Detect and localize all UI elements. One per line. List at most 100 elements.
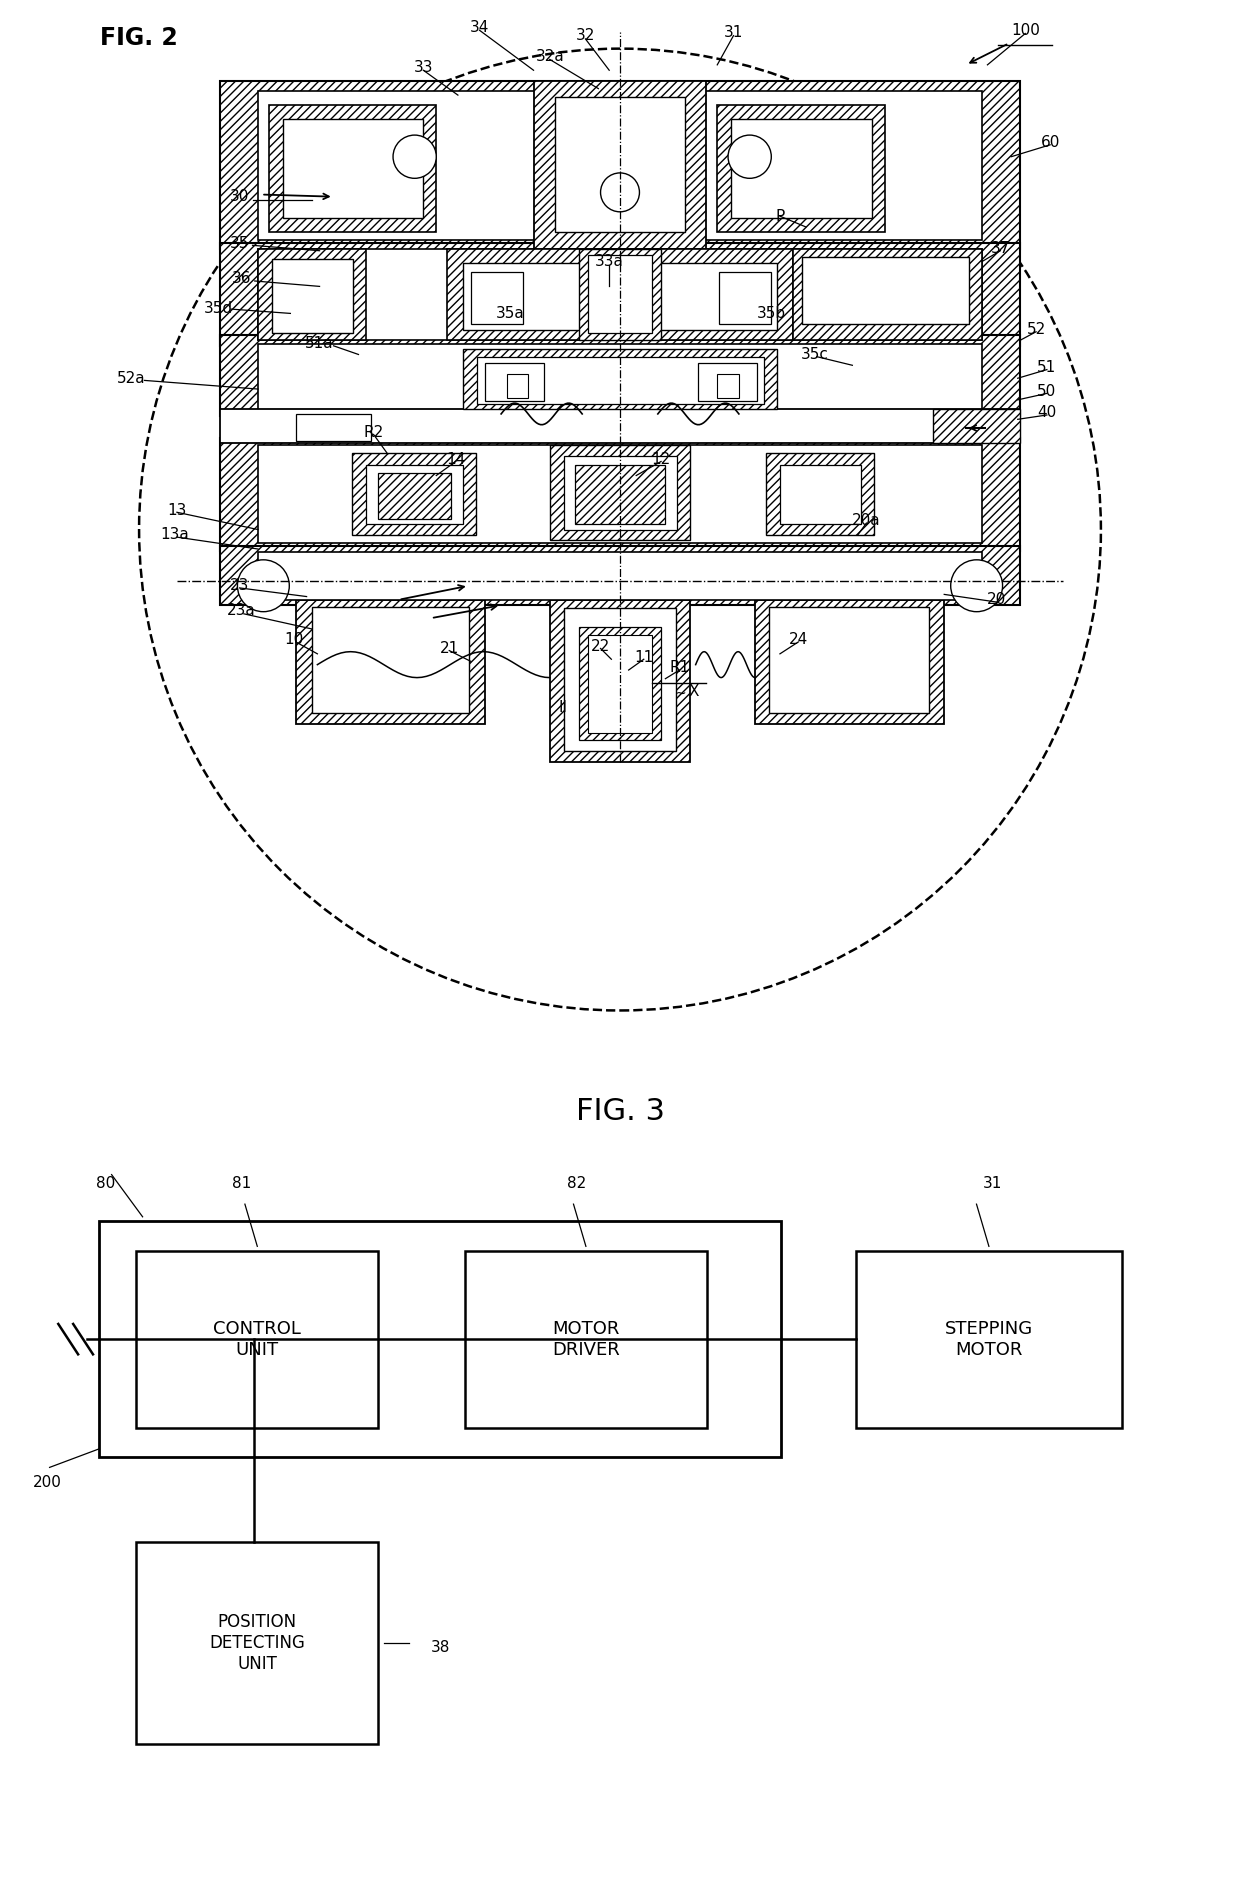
Bar (717, 104, 885, 233)
Text: 40: 40 (1037, 406, 1056, 421)
Bar (471, 273, 523, 324)
Text: FIG. 2: FIG. 2 (100, 27, 179, 49)
Bar (549, 599, 691, 762)
Text: 52a: 52a (118, 372, 146, 385)
Text: 35d: 35d (203, 300, 233, 315)
Bar (801, 258, 970, 324)
Bar (792, 248, 982, 341)
Bar (698, 364, 758, 400)
Bar (378, 474, 451, 520)
Text: 35: 35 (229, 235, 249, 250)
Bar (221, 438, 1019, 552)
Text: 32a: 32a (536, 49, 564, 64)
Text: 13: 13 (167, 502, 186, 518)
Bar (485, 364, 544, 400)
Bar (258, 343, 982, 411)
Bar (221, 408, 1019, 444)
Text: 13a: 13a (160, 527, 190, 542)
Bar (766, 453, 874, 535)
Text: 30: 30 (229, 190, 249, 205)
Text: 32: 32 (575, 28, 595, 44)
Bar (856, 1251, 1122, 1428)
Bar (755, 599, 944, 724)
Text: R2: R2 (363, 425, 383, 440)
Bar (506, 374, 528, 398)
Text: 23: 23 (229, 578, 249, 593)
Text: 52: 52 (1027, 322, 1045, 337)
Bar (934, 408, 1019, 444)
Text: 20a: 20a (852, 514, 880, 529)
Circle shape (951, 559, 1003, 612)
Bar (574, 465, 666, 523)
Text: 51: 51 (1037, 360, 1056, 375)
Bar (448, 248, 792, 341)
Bar (366, 465, 464, 523)
Bar (258, 552, 982, 599)
Text: ~: ~ (675, 686, 686, 702)
Text: 100: 100 (1011, 23, 1039, 38)
Text: POSITION
DETECTING
UNIT: POSITION DETECTING UNIT (210, 1613, 305, 1672)
Text: 23a: 23a (227, 603, 257, 618)
Bar (732, 119, 872, 218)
Bar (99, 1221, 781, 1458)
Text: 38: 38 (430, 1640, 450, 1655)
Text: CONTROL
UNIT: CONTROL UNIT (213, 1320, 301, 1359)
Text: 22: 22 (591, 639, 610, 654)
Text: 60: 60 (1040, 135, 1060, 150)
Bar (556, 97, 684, 233)
Text: 20: 20 (987, 592, 1006, 607)
Circle shape (600, 173, 640, 212)
Text: 50: 50 (1037, 383, 1056, 398)
Bar (296, 599, 485, 724)
Bar (221, 82, 1019, 248)
Bar (579, 628, 661, 739)
Text: 24: 24 (789, 631, 808, 647)
Bar (717, 374, 739, 398)
Text: P: P (775, 209, 785, 224)
Text: 10: 10 (284, 631, 304, 647)
Text: 34: 34 (470, 19, 490, 34)
Text: II: II (558, 700, 567, 715)
Bar (564, 609, 676, 751)
Text: 200: 200 (32, 1475, 62, 1490)
Bar (477, 356, 764, 404)
Bar (221, 336, 1019, 415)
Bar (780, 465, 861, 523)
Text: 33: 33 (414, 59, 433, 74)
Bar (258, 248, 982, 341)
Bar (464, 264, 776, 330)
Circle shape (728, 135, 771, 178)
Bar (588, 635, 652, 732)
Text: 51a: 51a (305, 336, 334, 351)
Bar (296, 413, 372, 442)
Text: 31: 31 (982, 1176, 1002, 1191)
Bar (283, 119, 423, 218)
Text: 35a: 35a (496, 305, 525, 320)
Bar (136, 1541, 378, 1744)
Bar (719, 273, 771, 324)
Text: 35c: 35c (801, 347, 828, 362)
Bar (258, 248, 366, 341)
Bar (464, 349, 776, 408)
Text: 21: 21 (440, 641, 459, 656)
Text: 37: 37 (991, 241, 1011, 256)
Bar (221, 243, 1019, 345)
Bar (258, 91, 982, 241)
Text: 31: 31 (724, 25, 743, 40)
Bar (564, 457, 677, 529)
Bar (136, 1251, 378, 1428)
Text: MOTOR
DRIVER: MOTOR DRIVER (552, 1320, 620, 1359)
Bar (549, 446, 691, 540)
Text: X: X (688, 684, 698, 700)
Circle shape (393, 135, 436, 178)
Text: 80: 80 (95, 1176, 115, 1191)
Bar (769, 607, 929, 713)
Text: 82: 82 (567, 1176, 587, 1191)
Text: 35b: 35b (756, 305, 786, 320)
Text: 12: 12 (651, 451, 671, 466)
Text: 14: 14 (446, 451, 465, 466)
Bar (533, 82, 707, 248)
Bar (352, 453, 476, 535)
Text: 36: 36 (232, 271, 252, 286)
Text: STEPPING
MOTOR: STEPPING MOTOR (945, 1320, 1033, 1359)
